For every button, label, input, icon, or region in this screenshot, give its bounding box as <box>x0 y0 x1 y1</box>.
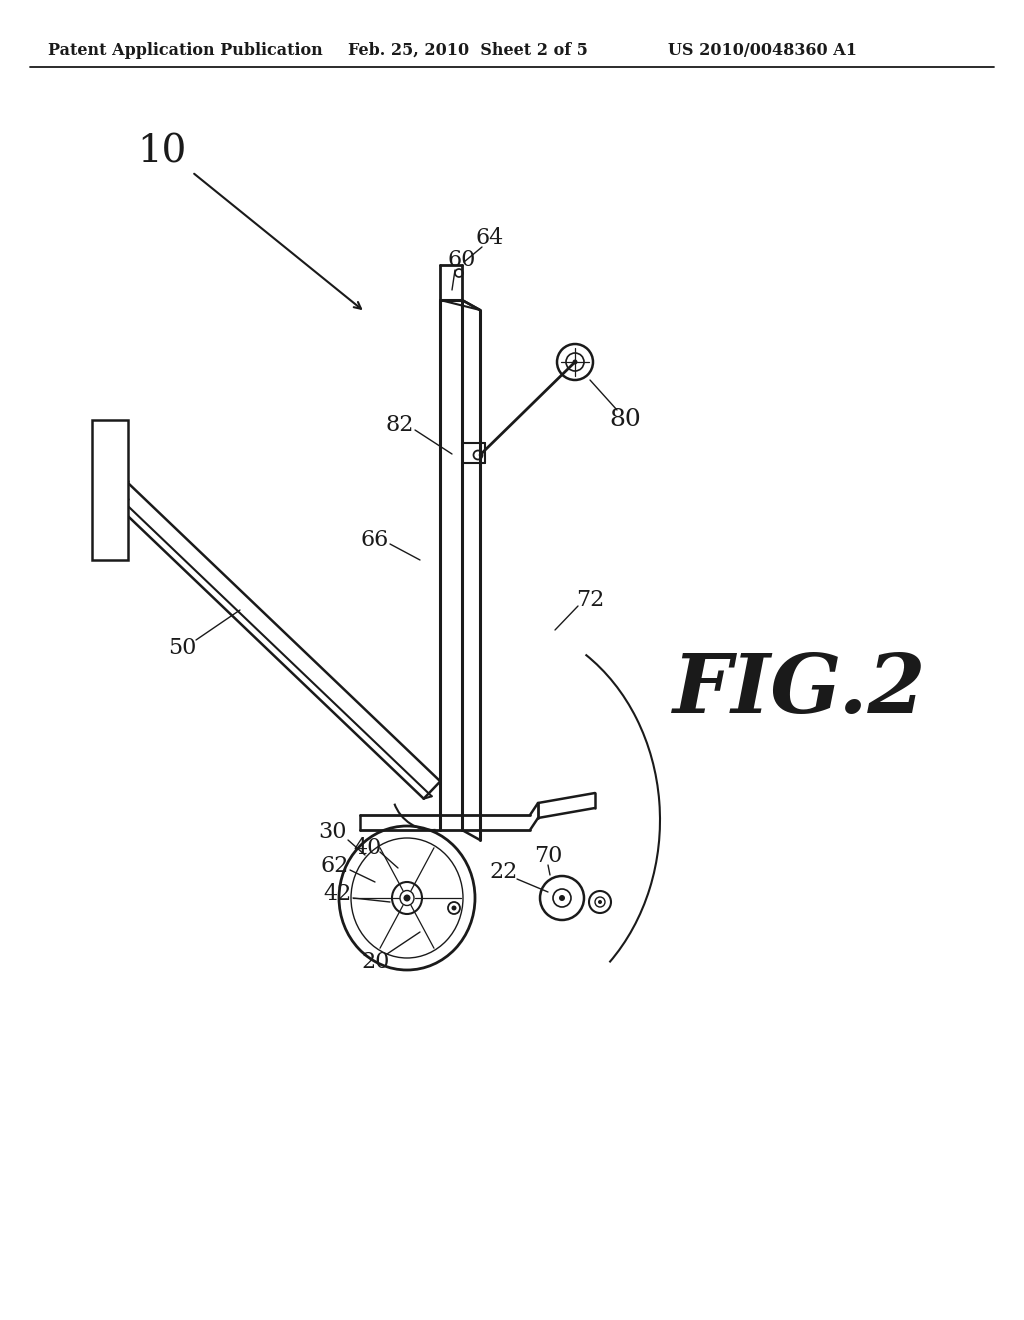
Text: 80: 80 <box>609 408 641 432</box>
Circle shape <box>403 895 411 902</box>
Text: 64: 64 <box>476 227 504 249</box>
Text: 70: 70 <box>534 845 562 867</box>
Text: Feb. 25, 2010  Sheet 2 of 5: Feb. 25, 2010 Sheet 2 of 5 <box>348 42 588 58</box>
Text: 20: 20 <box>361 950 390 973</box>
Text: US 2010/0048360 A1: US 2010/0048360 A1 <box>668 42 856 58</box>
Circle shape <box>572 359 578 364</box>
Text: 50: 50 <box>168 638 197 659</box>
Text: 66: 66 <box>360 529 389 550</box>
Text: Patent Application Publication: Patent Application Publication <box>48 42 323 58</box>
Text: 22: 22 <box>489 861 518 883</box>
Text: 40: 40 <box>354 837 382 859</box>
Text: 42: 42 <box>324 883 352 906</box>
Bar <box>92 420 128 560</box>
Circle shape <box>598 900 602 904</box>
Text: 62: 62 <box>321 855 349 876</box>
Text: 10: 10 <box>137 133 186 170</box>
Text: 60: 60 <box>447 249 476 271</box>
Text: 82: 82 <box>386 414 414 436</box>
Circle shape <box>559 895 565 902</box>
Text: 72: 72 <box>575 589 604 611</box>
Text: 30: 30 <box>317 821 346 843</box>
Text: FIG.2: FIG.2 <box>673 649 927 730</box>
Circle shape <box>452 906 457 911</box>
